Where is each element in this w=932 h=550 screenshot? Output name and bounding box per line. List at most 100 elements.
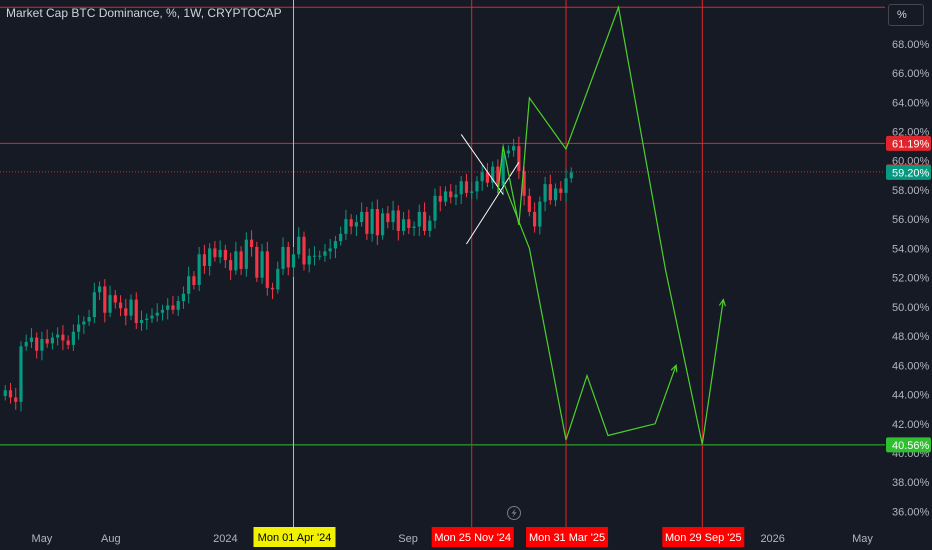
candle[interactable] (485, 162, 490, 188)
candle[interactable] (124, 298, 128, 326)
candle[interactable] (166, 298, 170, 320)
candle[interactable] (370, 201, 374, 242)
candle[interactable] (538, 196, 542, 235)
candle[interactable] (40, 331, 44, 361)
candle[interactable] (129, 294, 133, 321)
date-marker[interactable]: Mon 25 Nov '24 (431, 527, 514, 547)
candle[interactable] (249, 230, 254, 257)
candle[interactable] (522, 165, 526, 206)
candle[interactable] (145, 313, 149, 330)
candle[interactable] (323, 244, 327, 262)
candle[interactable] (517, 136, 521, 179)
candle[interactable] (92, 282, 96, 324)
candle[interactable] (113, 290, 117, 309)
candle[interactable] (454, 184, 458, 206)
percent-scale-button[interactable]: % (888, 4, 924, 26)
date-marker[interactable]: Mon 29 Sep '25 (662, 527, 745, 547)
price-label[interactable]: 59.20% (886, 164, 931, 180)
candle[interactable] (139, 310, 144, 331)
candle[interactable] (181, 286, 186, 309)
candle[interactable] (527, 188, 531, 217)
candle[interactable] (56, 327, 60, 346)
candle[interactable] (407, 209, 411, 235)
candle[interactable] (134, 292, 138, 330)
candle[interactable] (77, 314, 81, 340)
candle[interactable] (438, 186, 442, 212)
candle[interactable] (103, 279, 107, 323)
candle[interactable] (422, 202, 427, 236)
candle[interactable] (365, 206, 369, 240)
candle[interactable] (66, 335, 70, 350)
candle[interactable] (108, 285, 112, 318)
candle[interactable] (553, 183, 558, 207)
candle[interactable] (360, 202, 364, 227)
candle[interactable] (35, 332, 39, 359)
candle[interactable] (559, 181, 563, 201)
candle[interactable] (229, 252, 233, 280)
candle[interactable] (118, 295, 123, 317)
candle[interactable] (375, 199, 379, 245)
candle[interactable] (412, 221, 416, 236)
candle[interactable] (276, 261, 280, 294)
candle[interactable] (428, 215, 432, 238)
price-label[interactable]: 61.19% (886, 135, 931, 151)
candle[interactable] (396, 205, 400, 241)
candle[interactable] (297, 227, 301, 259)
candle[interactable] (234, 241, 238, 275)
candle[interactable] (87, 309, 91, 326)
candle[interactable] (82, 316, 86, 335)
candle[interactable] (433, 188, 437, 229)
candle[interactable] (548, 174, 552, 205)
candle[interactable] (155, 303, 159, 322)
candle[interactable] (213, 241, 217, 262)
wedge-trendline[interactable] (466, 161, 520, 245)
candle[interactable] (291, 246, 296, 278)
candle[interactable] (564, 168, 568, 203)
candle[interactable] (532, 202, 537, 233)
candle[interactable] (480, 165, 484, 191)
candle[interactable] (176, 295, 180, 316)
candle[interactable] (187, 266, 191, 304)
candle[interactable] (459, 176, 463, 205)
candle[interactable] (349, 214, 353, 235)
candle[interactable] (328, 238, 332, 260)
candle[interactable] (443, 186, 448, 207)
candle[interactable] (449, 184, 453, 204)
candle[interactable] (491, 161, 495, 189)
candle[interactable] (302, 231, 306, 271)
candle[interactable] (391, 200, 395, 231)
candle[interactable] (475, 176, 479, 200)
candle[interactable] (464, 173, 469, 198)
candle[interactable] (265, 241, 269, 296)
date-marker[interactable]: Mon 31 Mar '25 (526, 527, 609, 547)
projection-path-up[interactable] (497, 5, 724, 445)
candle[interactable] (354, 214, 358, 237)
candle[interactable] (318, 250, 322, 261)
candle[interactable] (470, 181, 474, 200)
candle[interactable] (270, 282, 275, 299)
candle[interactable] (202, 244, 207, 274)
price-label[interactable]: 40.56% (886, 437, 931, 453)
candle[interactable] (208, 243, 212, 276)
candle[interactable] (61, 325, 65, 351)
candle[interactable] (307, 248, 311, 273)
candle[interactable] (218, 240, 222, 264)
candle[interactable] (401, 211, 406, 236)
date-marker[interactable]: Mon 01 Apr '24 (253, 527, 336, 547)
wedge-trendline[interactable] (460, 134, 504, 195)
candle[interactable] (417, 204, 421, 237)
candle[interactable] (150, 308, 154, 323)
candle[interactable] (386, 206, 390, 229)
candle[interactable] (239, 246, 243, 276)
candle[interactable] (286, 241, 290, 276)
candle[interactable] (71, 324, 75, 352)
candle[interactable] (381, 208, 385, 240)
candle[interactable] (244, 232, 248, 277)
snap-icon[interactable] (507, 506, 521, 520)
candle[interactable] (339, 226, 343, 246)
candle[interactable] (3, 385, 7, 401)
candle[interactable] (160, 304, 165, 321)
candle[interactable] (197, 246, 201, 292)
candle[interactable] (24, 334, 28, 351)
